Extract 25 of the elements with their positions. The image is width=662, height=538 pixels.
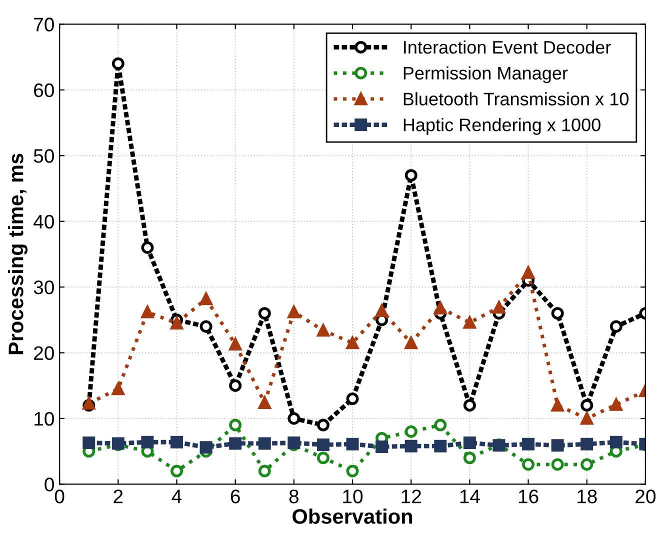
y-tick-label: 30	[34, 280, 54, 294]
x-tick-label: 12	[402, 490, 421, 504]
x-tick-label: 6	[230, 490, 240, 504]
x-axis-title: Observation	[292, 508, 412, 524]
x-tick-label: 10	[343, 490, 363, 504]
x-tick-label: 14	[460, 490, 480, 504]
x-tick-label: 8	[289, 490, 298, 504]
x-tick-label: 18	[578, 490, 597, 504]
y-tick-label: 20	[34, 346, 54, 360]
x-tick-label: 4	[172, 490, 182, 504]
y-axis-title: Processing time, ms	[8, 154, 28, 354]
x-tick-label: 16	[518, 490, 538, 504]
legend-label: Haptic Rendering x 1000	[404, 118, 600, 135]
x-tick-label: 20	[636, 490, 656, 504]
y-tick-label: 10	[34, 412, 54, 426]
y-tick-label: 40	[34, 214, 54, 229]
y-tick-label: 50	[34, 149, 54, 163]
legend-label: Bluetooth Transmission x 10	[404, 92, 629, 106]
y-tick-label: 70	[34, 18, 54, 32]
y-tick-label: 60	[34, 83, 54, 98]
y-tick-label: 0	[44, 478, 54, 492]
x-tick-label: 0	[54, 490, 64, 504]
x-tick-label: 2	[114, 490, 123, 504]
legend-label: Permission Manager	[404, 66, 568, 84]
legend-label: Interaction Event Decoder	[404, 40, 611, 54]
